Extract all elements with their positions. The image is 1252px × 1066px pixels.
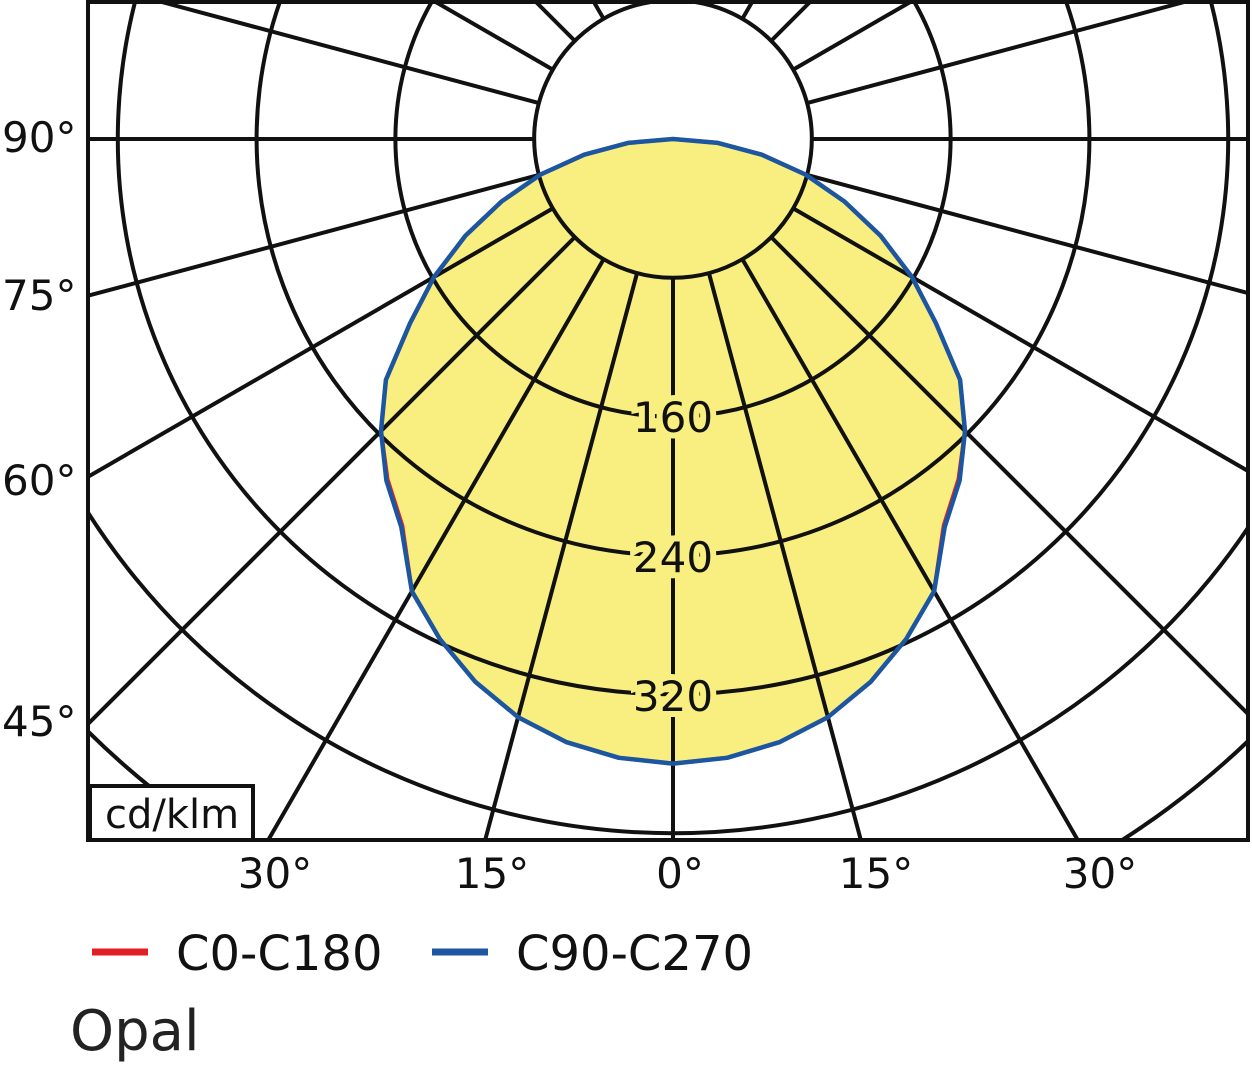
ring-320 [115,2,1231,697]
radial-line-105deg [806,2,1185,106]
legend: C0-C180 C90-C270 [92,926,753,982]
legend-label-c90-c270: C90-C270 [516,926,753,982]
angle-label-45: 45° [2,697,76,746]
radial-line-285deg [88,172,540,298]
ring-80 [532,2,814,280]
ring-160 [393,2,953,419]
radial-line-255deg [161,2,540,106]
radial-line-30deg [740,258,1080,840]
angle-label-left-30: 30° [238,849,312,898]
radial-line-45deg [769,235,1248,716]
caption: Opal [70,999,200,1064]
radial-line-135deg [769,2,812,43]
unit-label: cd/klm [105,792,239,838]
radial-line-210deg [592,2,606,20]
ring-labels: 160 240 320 [627,387,719,727]
curves [378,136,968,766]
radial-line-240deg [434,2,554,72]
radial-line-150deg [740,2,754,20]
angle-label-75: 75° [2,271,76,320]
angle-label-left-15: 15° [455,849,529,898]
angle-label-right-15: 15° [839,849,913,898]
radial-line-60deg [792,206,1248,473]
radial-line-225deg [534,2,577,43]
ring-label-320: 320 [633,672,713,721]
plot-frame [86,0,1250,842]
legend-label-c0-c180: C0-C180 [176,926,383,982]
ring-400 [88,508,1248,836]
radial-line-300deg [88,206,554,479]
radial-line-120deg [792,2,912,72]
radial-line-75deg [806,172,1248,296]
angle-label-0: 0° [656,849,704,898]
ring-240 [254,2,1092,558]
radial-line-15deg [706,272,863,840]
polar-grid-overlay [88,2,1248,840]
ring-label-160: 160 [633,393,713,442]
radial-line-345deg [483,272,640,840]
radial-line-330deg [266,258,606,840]
radial-line-315deg [88,235,577,726]
unit-label-box: cd/klm [88,784,255,842]
angle-label-60: 60° [2,456,76,505]
angle-label-right-30: 30° [1063,849,1137,898]
ring-label-240: 240 [633,533,713,582]
bottom-angle-labels: 30° 15° 0° 15° 30° [238,849,1137,898]
series-curve-c90-c270 [378,136,968,766]
angle-label-90: 90° [2,113,76,162]
left-angle-labels: 90° 75° 60° 45° [2,113,76,746]
